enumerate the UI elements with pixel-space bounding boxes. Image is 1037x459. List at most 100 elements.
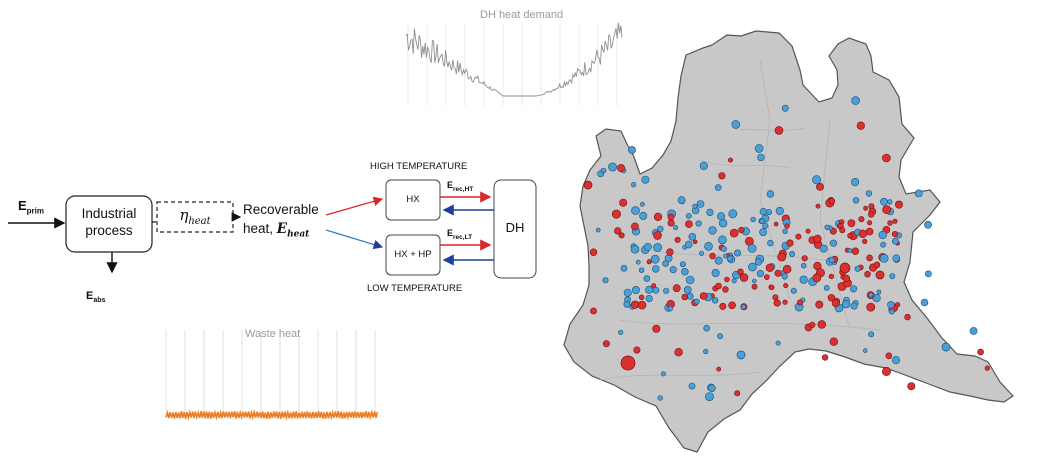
low-temperature-site-marker xyxy=(887,301,895,309)
low-temperature-site-marker xyxy=(669,266,677,274)
high-temperature-site-marker xyxy=(831,299,840,308)
low-temperature-site-marker xyxy=(925,270,932,278)
high-temperature-site-marker xyxy=(681,293,689,301)
low-temperature-branch-arrow xyxy=(325,229,384,250)
high-temperature-site-marker xyxy=(763,274,770,280)
low-temperature-site-marker xyxy=(620,264,628,272)
low-temperature-site-marker xyxy=(782,228,788,235)
high-temperature-site-marker xyxy=(821,354,829,361)
low-temperature-site-marker xyxy=(880,241,886,248)
high-temperature-site-marker xyxy=(885,352,893,360)
low-temperature-site-marker xyxy=(850,178,860,187)
low-temperature-site-marker xyxy=(847,248,853,254)
high-temperature-site-marker xyxy=(881,366,891,376)
high-temperature-site-marker xyxy=(839,227,846,234)
low-temperature-site-marker xyxy=(841,300,851,309)
low-temperature-site-marker xyxy=(652,286,660,294)
low-temperature-site-marker xyxy=(969,327,978,335)
dh-heat-demand-plot xyxy=(405,22,623,106)
low-temperature-site-marker xyxy=(850,302,858,310)
low-temperature-site-marker xyxy=(754,144,764,153)
low-temperature-site-marker xyxy=(608,162,617,172)
hx-hp-box xyxy=(385,234,441,276)
high-temperature-site-marker xyxy=(865,227,874,236)
large-high-temperature-site-marker xyxy=(839,262,851,274)
low-temperature-site-marker xyxy=(879,253,889,263)
low-temperature-site-marker xyxy=(800,262,807,269)
high-temperature-site-marker xyxy=(812,273,822,283)
low-temperature-site-marker xyxy=(756,270,765,278)
low-temperature-site-marker xyxy=(684,240,693,249)
low-temperature-site-marker xyxy=(819,244,828,253)
low-temperature-site-marker xyxy=(714,256,723,265)
high-temperature-site-marker xyxy=(765,263,774,272)
low-temperature-site-marker xyxy=(717,212,726,221)
high-temperature-site-marker xyxy=(727,157,733,163)
low-temperature-site-marker xyxy=(914,189,923,198)
high-temperature-site-marker xyxy=(751,283,758,290)
high-temperature-site-marker xyxy=(783,283,789,289)
low-temperature-site-marker xyxy=(685,213,692,219)
low-temperature-site-marker xyxy=(731,120,741,129)
low-temperature-site-marker xyxy=(688,382,696,390)
low-temperature-site-marker xyxy=(766,190,775,198)
low-temperature-site-marker xyxy=(757,153,765,162)
low-temperature-site-marker xyxy=(868,331,875,338)
high-temperature-site-marker xyxy=(633,346,641,354)
high-temperature-site-marker xyxy=(907,382,916,391)
high-temperature-site-marker xyxy=(784,223,790,229)
high-temperature-site-marker xyxy=(653,231,662,240)
low-temperature-site-marker xyxy=(631,285,640,294)
high-temperature-site-marker xyxy=(894,302,901,308)
high-temperature-site-marker xyxy=(674,236,681,243)
dh-label: DH xyxy=(505,220,525,235)
high-temperature-site-marker xyxy=(652,324,661,333)
low-temperature-site-marker xyxy=(720,246,727,253)
high-temperature-site-marker xyxy=(817,320,826,329)
low-temperature-site-marker xyxy=(750,216,756,223)
low-temperature-site-marker xyxy=(657,225,664,233)
low-temperature-site-marker xyxy=(920,298,929,307)
low-temperature-site-marker xyxy=(623,300,631,308)
low-temperature-site-marker xyxy=(602,277,609,284)
low-temperature-site-marker xyxy=(703,348,709,355)
high-temperature-site-marker xyxy=(873,261,881,269)
large-high-temperature-site-marker xyxy=(620,355,636,371)
high-temperature-site-marker xyxy=(816,182,824,191)
low-temperature-site-marker xyxy=(704,242,713,251)
low-temperature-site-marker xyxy=(789,251,796,258)
industrial-process-box xyxy=(65,195,153,253)
low-temperature-site-marker xyxy=(762,222,769,229)
high-temperature-site-marker xyxy=(773,299,781,307)
low-temperature-site-marker xyxy=(799,275,808,284)
waste-heat-title: Waste heat xyxy=(245,328,301,340)
low-temperature-site-marker xyxy=(889,273,896,280)
low-temperature-site-marker xyxy=(765,209,772,216)
high-temperature-site-marker xyxy=(769,284,775,291)
low-temperature-site-marker xyxy=(699,161,708,170)
low-temperature-site-marker xyxy=(892,237,899,245)
high-temperature-site-marker xyxy=(772,294,779,301)
high-temperature-site-marker xyxy=(734,390,741,397)
rec-ht-label: Erec,HT xyxy=(447,180,474,193)
low-temperature-site-marker xyxy=(767,239,774,247)
low-temperature-site-marker xyxy=(600,167,607,174)
high-temperature-site-marker xyxy=(709,252,716,260)
low-temperature-site-marker xyxy=(663,287,670,294)
high-temperature-site-marker xyxy=(646,259,652,265)
high-temperature-site-marker xyxy=(666,248,674,256)
high-temperature-site-marker xyxy=(590,307,597,315)
high-temperature-site-marker xyxy=(828,197,836,205)
high-temperature-site-marker xyxy=(815,203,821,209)
waste-heat-sites-layer xyxy=(583,96,990,401)
high-temperature-site-marker xyxy=(813,234,822,243)
low-temperature-site-marker xyxy=(748,262,757,272)
high-temperature-site-marker xyxy=(715,282,722,290)
high-temperature-site-marker xyxy=(774,126,784,135)
high-temperature-site-marker xyxy=(638,294,645,300)
hx-box xyxy=(385,179,441,221)
high-temperature-site-marker xyxy=(796,299,803,306)
high-temperature-site-marker xyxy=(685,220,693,228)
high-temperature-site-marker xyxy=(891,231,899,238)
